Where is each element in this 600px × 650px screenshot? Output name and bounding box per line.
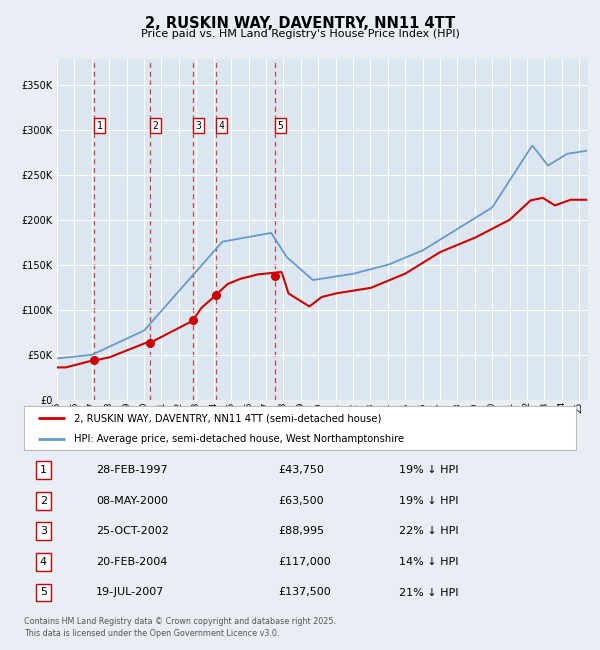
Text: £137,500: £137,500	[278, 588, 331, 597]
Text: 22% ↓ HPI: 22% ↓ HPI	[400, 526, 459, 536]
Text: 19-JUL-2007: 19-JUL-2007	[96, 588, 164, 597]
Text: 20-FEB-2004: 20-FEB-2004	[96, 557, 167, 567]
Text: £63,500: £63,500	[278, 496, 323, 506]
Text: 19% ↓ HPI: 19% ↓ HPI	[400, 496, 459, 506]
Text: 28-FEB-1997: 28-FEB-1997	[96, 465, 167, 475]
Text: 5: 5	[40, 588, 47, 597]
Text: 1: 1	[40, 465, 47, 475]
Text: 4: 4	[218, 121, 224, 131]
Text: 2: 2	[152, 121, 158, 131]
Text: 2, RUSKIN WAY, DAVENTRY, NN11 4TT (semi-detached house): 2, RUSKIN WAY, DAVENTRY, NN11 4TT (semi-…	[74, 413, 381, 423]
Text: 14% ↓ HPI: 14% ↓ HPI	[400, 557, 459, 567]
Text: 08-MAY-2000: 08-MAY-2000	[96, 496, 168, 506]
Text: This data is licensed under the Open Government Licence v3.0.: This data is licensed under the Open Gov…	[24, 629, 280, 638]
Text: Price paid vs. HM Land Registry's House Price Index (HPI): Price paid vs. HM Land Registry's House …	[140, 29, 460, 39]
Text: £117,000: £117,000	[278, 557, 331, 567]
Text: 5: 5	[278, 121, 283, 131]
Text: 21% ↓ HPI: 21% ↓ HPI	[400, 588, 459, 597]
Text: £43,750: £43,750	[278, 465, 324, 475]
Text: 19% ↓ HPI: 19% ↓ HPI	[400, 465, 459, 475]
Text: 25-OCT-2002: 25-OCT-2002	[96, 526, 169, 536]
Text: 3: 3	[195, 121, 201, 131]
Text: HPI: Average price, semi-detached house, West Northamptonshire: HPI: Average price, semi-detached house,…	[74, 434, 404, 443]
Text: 2: 2	[40, 496, 47, 506]
Text: 2, RUSKIN WAY, DAVENTRY, NN11 4TT: 2, RUSKIN WAY, DAVENTRY, NN11 4TT	[145, 16, 455, 31]
Text: 4: 4	[40, 557, 47, 567]
Text: Contains HM Land Registry data © Crown copyright and database right 2025.: Contains HM Land Registry data © Crown c…	[24, 617, 336, 626]
Text: £88,995: £88,995	[278, 526, 324, 536]
Text: 1: 1	[97, 121, 103, 131]
Text: 3: 3	[40, 526, 47, 536]
